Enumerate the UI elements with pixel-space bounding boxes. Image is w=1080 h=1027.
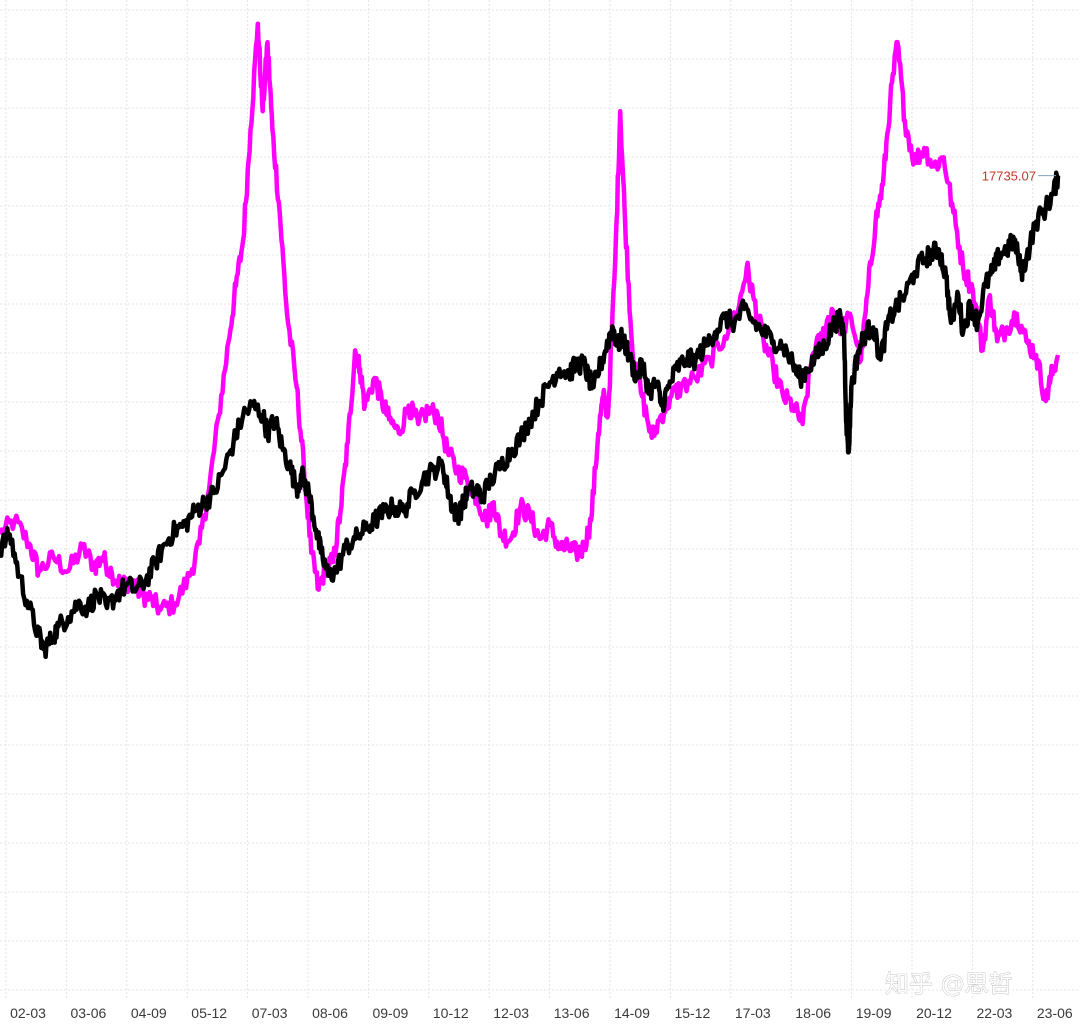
x-tick-label: 07-03 (252, 1005, 288, 1021)
x-tick-label: 10-12 (433, 1005, 469, 1021)
last-value-marker: 17735.07 (982, 169, 1056, 184)
x-tick-label: 13-06 (554, 1005, 590, 1021)
x-tick-label: 14-09 (614, 1005, 650, 1021)
x-tick-label: 23-06 (1037, 1005, 1073, 1021)
x-tick-label: 03-06 (70, 1005, 106, 1021)
x-tick-label: 02-03 (10, 1005, 46, 1021)
watermark: 知乎 @思哲 (885, 970, 1013, 998)
last-value-label: 17735.07 (982, 169, 1036, 184)
series-line-magenta (0, 21, 1061, 617)
x-tick-label: 17-03 (735, 1005, 771, 1021)
x-tick-label: 15-12 (674, 1005, 710, 1021)
x-axis-tick-labels: 02-03 03-06 04-09 05-12 07-03 08-06 09-09 10-12… (10, 1005, 1073, 1021)
x-tick-label: 04-09 (131, 1005, 167, 1021)
x-tick-label: 05-12 (191, 1005, 227, 1021)
x-tick-label: 09-09 (372, 1005, 408, 1021)
x-tick-label: 22-03 (976, 1005, 1012, 1021)
x-tick-label: 20-12 (916, 1005, 952, 1021)
x-tick-label: 18-06 (795, 1005, 831, 1021)
series-lines (0, 21, 1061, 660)
x-tick-label: 08-06 (312, 1005, 348, 1021)
x-tick-label: 12-03 (493, 1005, 529, 1021)
series-line-black (0, 170, 1061, 660)
x-tick-label: 19-09 (856, 1005, 892, 1021)
